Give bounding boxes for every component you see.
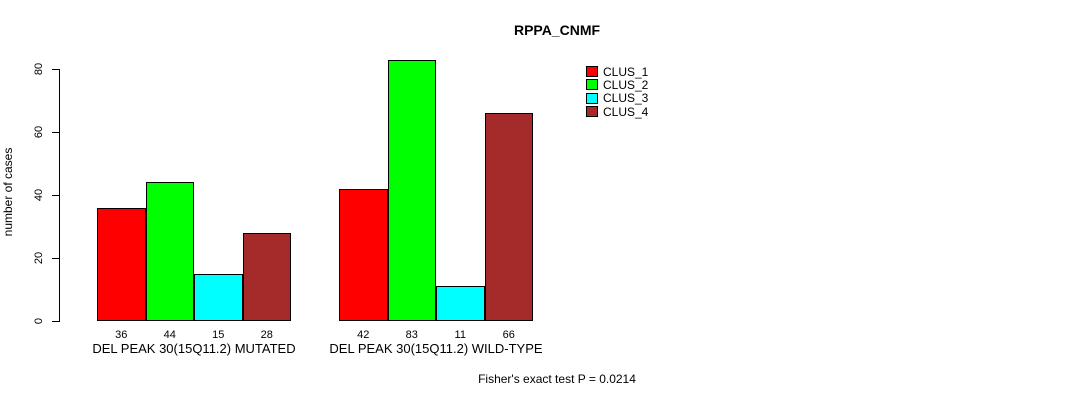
bar-clus_4-group1 <box>242 232 291 321</box>
chart-title: RPPA_CNMF <box>513 22 601 38</box>
bar-value-label: 36 <box>115 329 128 341</box>
footnote: Fisher's exact test P = 0.0214 <box>478 372 636 386</box>
legend-label: CLUS_1 <box>603 64 649 79</box>
y-tick-label: 20 <box>33 251 45 265</box>
y-axis-line <box>59 69 60 322</box>
legend-swatch-icon <box>586 92 598 104</box>
bar-clus_1-group2 <box>339 188 388 321</box>
legend-item-clus_1: CLUS_1 <box>586 65 648 78</box>
y-tick-label: 0 <box>33 317 45 325</box>
bar-clus_1-group1 <box>97 207 146 321</box>
bar-clus_2-group1 <box>145 182 194 321</box>
bar-value-label: 66 <box>502 329 515 341</box>
y-axis-label: number of cases <box>1 147 15 237</box>
bar-value-label: 15 <box>212 329 225 341</box>
legend-label: CLUS_3 <box>603 91 649 106</box>
legend-swatch-icon <box>586 66 598 77</box>
bar-value-label: 11 <box>454 329 466 341</box>
y-tick-mark <box>52 131 59 133</box>
group-label: DEL PEAK 30(15Q11.2) WILD-TYPE <box>329 341 543 356</box>
bar-value-label: 42 <box>357 329 370 341</box>
y-tick-mark <box>52 257 59 259</box>
y-tick-mark <box>52 194 59 196</box>
y-tick-mark <box>52 68 59 70</box>
y-tick-mark <box>52 320 59 322</box>
bar-value-label: 83 <box>405 329 418 341</box>
y-tick-label: 40 <box>33 188 45 202</box>
legend-label: CLUS_2 <box>603 77 649 92</box>
legend-item-clus_2: CLUS_2 <box>586 78 648 91</box>
bar-value-label: 28 <box>260 329 273 341</box>
y-tick-label: 60 <box>33 125 45 139</box>
legend-label: CLUS_4 <box>603 104 649 119</box>
legend-swatch-icon <box>586 79 598 91</box>
legend: CLUS_1 CLUS_2 CLUS_3 CLUS_4 <box>586 65 648 119</box>
bar-clus_4-group2 <box>484 113 533 321</box>
legend-item-clus_4: CLUS_4 <box>586 105 648 118</box>
bar-clus_2-group2 <box>387 59 436 321</box>
bar-value-label: 44 <box>163 329 176 341</box>
legend-swatch-icon <box>586 106 598 118</box>
group-label: DEL PEAK 30(15Q11.2) MUTATED <box>92 341 296 356</box>
y-tick-label: 80 <box>33 62 45 76</box>
bar-clus_3-group1 <box>194 273 243 321</box>
bar-clus_3-group2 <box>436 286 485 321</box>
legend-item-clus_3: CLUS_3 <box>586 92 648 105</box>
